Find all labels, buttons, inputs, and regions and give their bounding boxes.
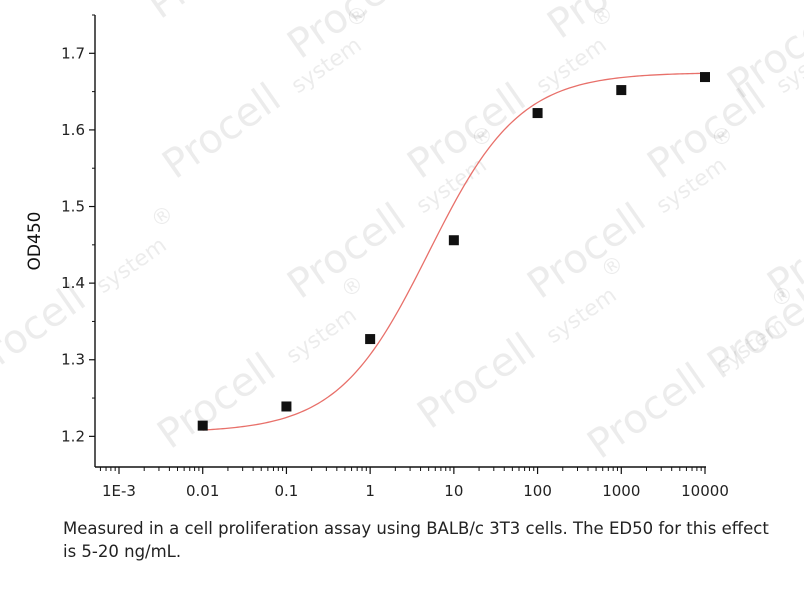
data-point bbox=[616, 85, 627, 96]
watermarks: Procellsystem®Procellsystem®Procellsyste… bbox=[0, 0, 804, 468]
watermark-suffix: system bbox=[92, 233, 172, 299]
watermark-text: Procell bbox=[139, 0, 274, 28]
watermark-text: Procell bbox=[409, 325, 544, 439]
data-point bbox=[281, 401, 292, 412]
caption: Measured in a cell proliferation assay u… bbox=[63, 519, 769, 561]
watermark-text: Procell bbox=[699, 275, 804, 389]
watermark-text: Procell bbox=[154, 75, 289, 189]
data-points bbox=[197, 72, 710, 431]
data-point bbox=[197, 420, 208, 431]
y-tick-label: 1.5 bbox=[61, 198, 85, 216]
watermark-text: Procell bbox=[519, 195, 654, 309]
x-tick-label: 1E-3 bbox=[102, 482, 136, 500]
watermark-text: Procell bbox=[579, 355, 714, 469]
x-tick-label: 0.1 bbox=[274, 482, 298, 500]
fit-curve-layer bbox=[202, 72, 706, 431]
x-tick-label: 1000 bbox=[602, 482, 640, 500]
watermark-text: Procell bbox=[149, 345, 284, 459]
data-point bbox=[448, 235, 459, 246]
data-point bbox=[700, 72, 710, 83]
watermark-mark: ® bbox=[147, 201, 179, 234]
ticks: 1.2 1.3 1.4 1.5 1.6 1.7 1E-3 0.01 0.1 1 10 100 1000 1… bbox=[61, 14, 729, 500]
x-tick-label: 100 bbox=[523, 482, 552, 500]
data-point bbox=[532, 108, 543, 119]
chart: Procellsystem®Procellsystem®Procellsyste… bbox=[0, 0, 804, 500]
watermark-suffix: system bbox=[282, 303, 362, 369]
x-tick-label: 10000 bbox=[681, 482, 729, 500]
data-point bbox=[365, 334, 376, 345]
y-tick-label: 1.6 bbox=[61, 121, 85, 139]
y-tick-label: 1.2 bbox=[61, 427, 85, 445]
y-tick-label: 1.7 bbox=[61, 44, 85, 62]
y-axis-title: OD450 bbox=[25, 212, 45, 271]
axes bbox=[94, 15, 706, 468]
x-tick-label: 0.01 bbox=[186, 482, 219, 500]
x-tick-label: 1 bbox=[365, 482, 375, 500]
y-tick-label: 1.3 bbox=[61, 351, 85, 369]
x-tick-label: 10 bbox=[444, 482, 463, 500]
fit-curve bbox=[202, 72, 706, 431]
y-tick-label: 1.4 bbox=[61, 274, 85, 292]
